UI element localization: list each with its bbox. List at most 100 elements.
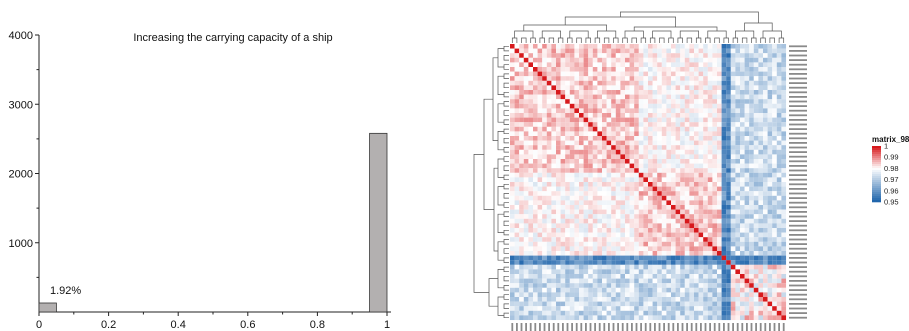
heatmap-cell xyxy=(675,136,681,141)
heatmap-cell xyxy=(707,241,713,247)
heatmap-cell xyxy=(533,163,538,169)
heatmap-cell xyxy=(767,126,773,132)
heatmap-cell xyxy=(730,255,736,261)
heatmap-cell xyxy=(560,205,566,210)
heatmap-cell xyxy=(620,163,626,169)
heatmap-cell xyxy=(546,90,552,95)
heatmap-cell xyxy=(740,122,745,127)
heatmap-cell xyxy=(537,269,543,275)
heatmap-cell xyxy=(528,274,534,279)
heatmap-cell xyxy=(740,310,745,316)
heatmap-cell xyxy=(781,44,787,49)
heatmap-cell xyxy=(537,297,543,302)
heatmap-cell xyxy=(675,80,681,86)
heatmap-cell xyxy=(625,177,630,183)
heatmap-cell xyxy=(588,255,593,261)
heatmap-cell xyxy=(661,200,667,206)
heatmap-cell xyxy=(652,191,658,196)
heatmap-cell xyxy=(666,99,672,104)
dendrogram-branch xyxy=(503,55,509,61)
heatmap-cell xyxy=(721,90,727,95)
heatmap-cell xyxy=(556,241,561,247)
heatmap-cell xyxy=(629,126,635,132)
heatmap-cell xyxy=(528,163,534,169)
heatmap-cell xyxy=(625,315,630,321)
heatmap-cell xyxy=(698,94,704,100)
heatmap-cell xyxy=(735,228,741,233)
heatmap-cell xyxy=(533,48,538,54)
heatmap-cell xyxy=(510,246,515,252)
heatmap-cell xyxy=(648,168,653,173)
heatmap-cell xyxy=(767,172,773,178)
heatmap-cell xyxy=(533,131,538,137)
heatmap-cell xyxy=(592,251,598,256)
heatmap-cell xyxy=(753,301,759,307)
heatmap-cell xyxy=(625,103,630,109)
heatmap-cell xyxy=(643,310,649,316)
heatmap-cell xyxy=(767,80,773,86)
heatmap-cell xyxy=(643,315,649,321)
heatmap-cell xyxy=(652,117,658,123)
heatmap-cell xyxy=(648,103,653,109)
heatmap-cell xyxy=(740,145,745,150)
row-label xyxy=(789,229,807,232)
heatmap-cell xyxy=(533,80,538,86)
heatmap-cell xyxy=(781,122,787,127)
heatmap-cell xyxy=(629,186,635,192)
heatmap-cell xyxy=(620,306,626,311)
heatmap-cell xyxy=(648,287,653,293)
heatmap-cell xyxy=(519,301,524,307)
dendrogram-branch xyxy=(503,239,509,245)
heatmap-cell xyxy=(776,136,782,141)
heatmap-cell xyxy=(707,274,713,279)
column-label xyxy=(543,323,546,331)
heatmap-cell xyxy=(763,274,768,279)
column-label xyxy=(580,323,583,331)
heatmap-cell xyxy=(781,136,787,141)
heatmap-cell xyxy=(588,80,593,86)
heatmap-cell xyxy=(753,218,759,224)
heatmap-cell xyxy=(597,251,603,256)
heatmap-cell xyxy=(721,80,727,86)
heatmap-cell xyxy=(597,241,603,247)
heatmap-cell xyxy=(726,182,731,187)
heatmap-cell xyxy=(666,44,672,49)
heatmap-cell xyxy=(537,205,543,210)
heatmap-cell xyxy=(684,163,690,169)
heatmap-cell xyxy=(758,306,764,311)
heatmap-cell xyxy=(625,246,630,252)
heatmap-cell xyxy=(721,99,727,104)
heatmap-cell xyxy=(519,76,524,81)
heatmap-cell xyxy=(698,154,704,160)
heatmap-cell xyxy=(772,274,777,279)
heatmap-cell xyxy=(556,136,561,141)
heatmap-cell xyxy=(698,159,704,164)
heatmap-cell xyxy=(579,62,584,68)
heatmap-cell xyxy=(657,177,662,183)
heatmap-cell xyxy=(767,131,773,137)
heatmap-cell xyxy=(717,90,722,95)
heatmap-cell xyxy=(712,306,718,311)
heatmap-cell xyxy=(698,44,704,49)
heatmap-cell xyxy=(574,205,580,210)
heatmap-cell xyxy=(698,283,704,288)
heatmap-cell xyxy=(533,113,538,118)
heatmap-cell xyxy=(629,232,635,238)
heatmap-cell xyxy=(689,140,695,146)
heatmap-cell xyxy=(606,237,612,242)
heatmap-cell xyxy=(606,182,612,187)
heatmap-cell xyxy=(712,209,718,215)
heatmap-cell xyxy=(537,264,543,270)
dendrogram-branch xyxy=(492,57,498,141)
heatmap-cell xyxy=(694,168,699,173)
heatmap-cell xyxy=(753,195,759,201)
heatmap-cell xyxy=(740,283,745,288)
heatmap-cell xyxy=(611,209,616,215)
heatmap-cell xyxy=(717,140,722,146)
heatmap-cell xyxy=(753,310,759,316)
heatmap-cell xyxy=(684,195,690,201)
heatmap-cell xyxy=(629,117,635,123)
heatmap-cell xyxy=(625,67,630,72)
heatmap-cell xyxy=(698,90,704,95)
heatmap-cell xyxy=(648,57,653,63)
